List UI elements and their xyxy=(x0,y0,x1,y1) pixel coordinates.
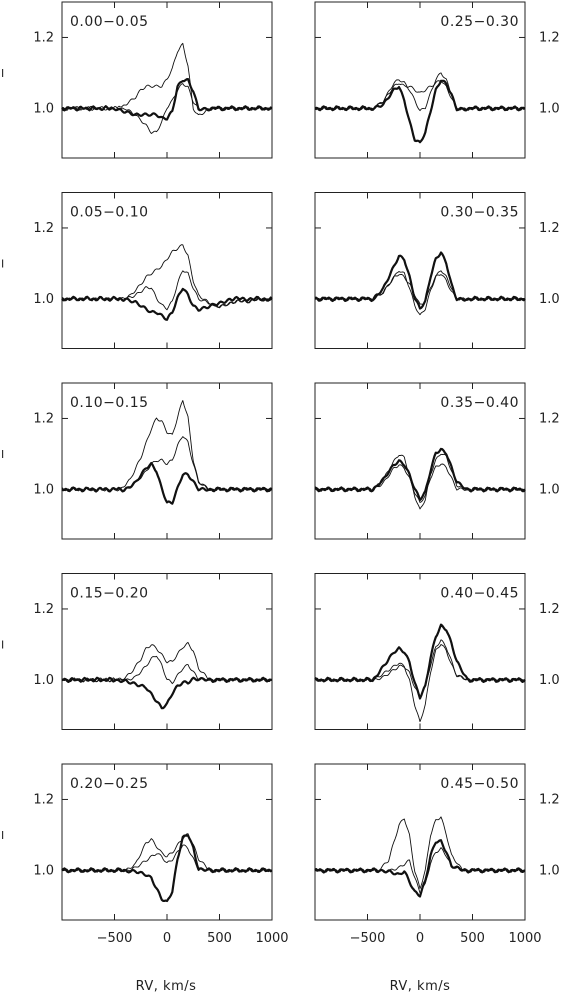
profile-thick-line-3 xyxy=(314,623,526,700)
panel-10: 1.0 1.2 −500 0 500 1000 0.45−0.50 xyxy=(314,763,560,946)
panel-6: 1.0 1.2 0.35−0.40 xyxy=(314,382,560,540)
profile-thin-line-2 xyxy=(61,270,272,311)
panel-5: 1.0 1.2 I 0.10−0.15 xyxy=(1,382,273,540)
profile-thick-line-3 xyxy=(61,834,273,903)
y-tick-label: 1.2 xyxy=(539,221,560,236)
profile-thick-line-3 xyxy=(314,251,526,310)
y-tick-label: 1.2 xyxy=(539,30,560,45)
profile-thick-line-3 xyxy=(61,676,273,710)
phase-label: 0.25−0.30 xyxy=(440,14,519,30)
phase-label: 0.10−0.15 xyxy=(70,395,149,411)
profile-thin-line-1 xyxy=(314,816,526,890)
y-tick-label: 1.0 xyxy=(539,101,560,116)
x-tick-label: 0 xyxy=(416,931,424,946)
profile-thin-line-1 xyxy=(61,833,273,873)
x-tick-label: 1000 xyxy=(508,931,541,946)
profile-thick-line-3 xyxy=(314,79,526,144)
x-axis-label-left: RV, km/s xyxy=(136,979,197,994)
profile-thin-line-1 xyxy=(61,400,273,492)
y-tick-label: 1.0 xyxy=(539,292,560,307)
profile-thin-line-1 xyxy=(314,270,526,316)
y-tick-label: 1.0 xyxy=(33,482,54,497)
panel-9: 1.0 1.2 I −500 0 500 1000 0.20−0.25 xyxy=(1,763,289,946)
profile-thin-line-1 xyxy=(61,42,273,116)
y-tick-label: 1.0 xyxy=(33,863,54,878)
y-tick-label: 1.0 xyxy=(539,482,560,497)
y-tick-label: 1.2 xyxy=(539,792,560,807)
y-axis-label: I xyxy=(1,829,4,842)
panel-7: 1.0 1.2 I 0.15−0.20 xyxy=(1,573,273,730)
y-tick-label: 1.2 xyxy=(33,602,54,617)
profile-thick-line-3 xyxy=(61,77,273,121)
profile-thick-line-3 xyxy=(314,839,526,898)
y-tick-label: 1.0 xyxy=(539,673,560,688)
phase-label: 0.05−0.10 xyxy=(70,205,149,221)
y-tick-label: 1.2 xyxy=(539,602,560,617)
x-tick-label: −500 xyxy=(97,931,133,946)
panel-3: 1.0 1.2 I 0.05−0.10 xyxy=(1,192,273,349)
x-tick-label: 1000 xyxy=(255,931,288,946)
profile-thin-line-2 xyxy=(61,436,273,492)
profile-thin-line-1 xyxy=(314,644,526,723)
panel-4: 1.0 1.2 0.30−0.35 xyxy=(314,192,560,349)
x-tick-label: 500 xyxy=(460,931,485,946)
y-axis-label: I xyxy=(1,448,4,461)
y-axis-label: I xyxy=(1,67,4,80)
profile-thick-line-3 xyxy=(314,447,526,502)
y-tick-label: 1.2 xyxy=(33,792,54,807)
phase-label: 0.35−0.40 xyxy=(440,395,519,411)
phase-label: 0.30−0.35 xyxy=(440,205,519,221)
y-tick-label: 1.0 xyxy=(33,292,54,307)
y-tick-label: 1.2 xyxy=(539,411,560,426)
y-tick-label: 1.0 xyxy=(33,101,54,116)
panel-8: 1.0 1.2 0.40−0.45 xyxy=(314,573,560,730)
y-tick-label: 1.0 xyxy=(33,673,54,688)
profile-thin-line-1 xyxy=(61,641,273,683)
y-tick-label: 1.2 xyxy=(33,30,54,45)
x-axis-label-right: RV, km/s xyxy=(390,979,451,994)
phase-label: 0.15−0.20 xyxy=(70,586,149,602)
phase-label: 0.40−0.45 xyxy=(440,586,519,602)
phase-label: 0.20−0.25 xyxy=(70,776,149,792)
x-tick-label: 0 xyxy=(163,931,171,946)
x-tick-label: −500 xyxy=(350,931,386,946)
panel-1: 1.0 1.2 I 0.00−0.05 xyxy=(1,1,273,159)
y-axis-label: I xyxy=(1,638,4,651)
panel-grid: 1.0 1.2 I 0.00−0.05 1.0 1.2 0.25−0.30 1.0 1.2 I 0.… xyxy=(1,1,560,946)
profile-thick-line-3 xyxy=(61,287,273,321)
y-tick-label: 1.2 xyxy=(33,411,54,426)
y-axis-label: I xyxy=(1,257,4,270)
x-tick-label: 500 xyxy=(207,931,232,946)
y-tick-label: 1.0 xyxy=(539,863,560,878)
panel-2: 1.0 1.2 0.25−0.30 xyxy=(314,1,560,159)
phase-label: 0.45−0.50 xyxy=(440,776,519,792)
profile-thick-line-3 xyxy=(61,461,273,505)
profile-thin-line-2 xyxy=(315,639,526,699)
profile-thin-line-2 xyxy=(314,80,526,111)
phase-label: 0.00−0.05 xyxy=(70,14,149,30)
y-tick-label: 1.2 xyxy=(33,221,54,236)
